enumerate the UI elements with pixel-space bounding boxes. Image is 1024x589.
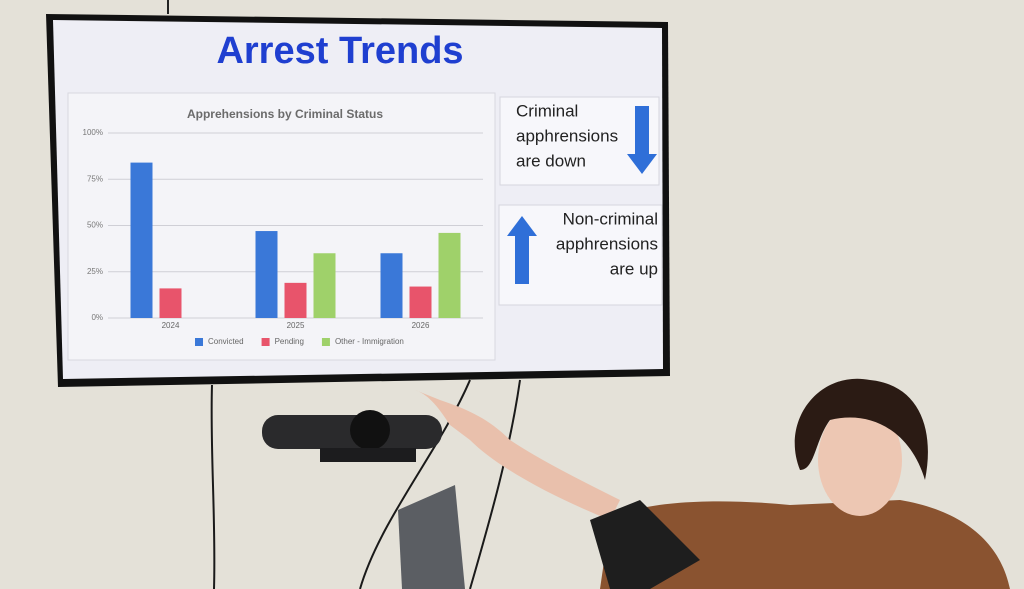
bar	[130, 162, 153, 318]
person-face	[818, 404, 902, 516]
bar	[409, 286, 432, 318]
y-tick-label: 75%	[87, 174, 103, 183]
bar	[159, 288, 182, 318]
y-tick-label: 100%	[83, 128, 103, 137]
legend-swatch	[321, 338, 330, 346]
legend-swatch	[261, 338, 270, 346]
legend-swatch	[195, 338, 203, 346]
legend-label: Convicted	[208, 337, 244, 346]
person-sleeve	[590, 500, 700, 589]
cable	[210, 384, 216, 589]
callout-text: apphrensions	[556, 234, 658, 253]
x-tick-label: 2026	[412, 321, 430, 330]
y-tick-label: 0%	[91, 313, 103, 322]
bar	[380, 253, 403, 318]
callout-text: are down	[516, 151, 586, 170]
person-hair	[794, 378, 928, 480]
slide-title: Arrest Trends	[216, 30, 463, 72]
y-tick-label: 25%	[87, 267, 103, 276]
laptop	[398, 485, 465, 589]
cable	[359, 379, 471, 589]
callout-text: Criminal	[516, 101, 578, 120]
callout-arrow	[627, 106, 657, 174]
chart-title: Apprehensions by Criminal Status	[187, 107, 383, 121]
callout-text: Non-criminal	[563, 209, 658, 228]
x-tick-label: 2025	[287, 321, 305, 330]
x-tick-label: 2024	[162, 321, 180, 330]
bar	[438, 232, 461, 318]
bar	[284, 282, 307, 318]
bar	[255, 231, 278, 318]
callout-text: apphrensions	[516, 126, 618, 145]
callout-box	[499, 96, 660, 186]
callout-arrow	[507, 216, 537, 284]
camera-mount	[320, 448, 416, 462]
y-tick-label: 50%	[87, 221, 103, 230]
legend-label: Pending	[275, 337, 304, 346]
callout-text: are up	[610, 259, 658, 278]
bar	[313, 253, 336, 318]
camera-lens	[350, 410, 390, 450]
legend-label: Other - Immigration	[335, 337, 404, 346]
cable	[469, 379, 521, 589]
person-shirt	[600, 500, 1010, 589]
person-arm	[415, 390, 620, 520]
